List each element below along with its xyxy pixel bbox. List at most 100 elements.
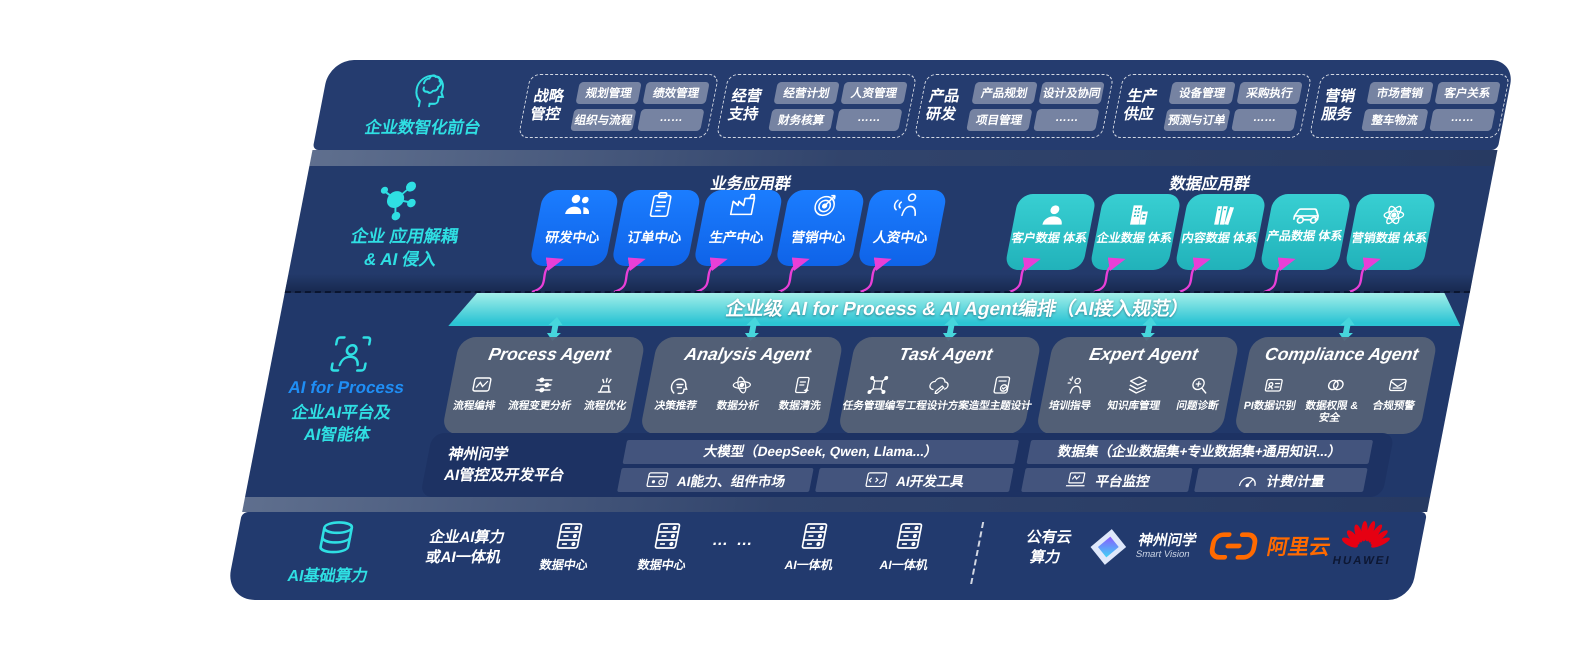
group-title: 经营支持 xyxy=(726,88,764,123)
platform-name-line2: AI管控及开发平台 xyxy=(442,467,566,484)
database-icon xyxy=(308,518,363,562)
analysis-agent-box: Analysis Agent 决策推荐 数据分析 数据清洗 xyxy=(639,337,845,434)
agent-item-label: 流程编排 xyxy=(452,400,497,412)
ai-for-process-label: AI for Process xyxy=(286,378,406,397)
cell-label: AI能力、组件市场 xyxy=(675,474,787,489)
capability-pill: 规划管理 xyxy=(575,81,643,104)
platform-name-line1: 神州问学 xyxy=(446,446,510,463)
capability-pill: …… xyxy=(637,108,705,131)
data-box-customer: 客户数据 体系 xyxy=(1004,194,1097,270)
data-box-label: 营销数据 体系 xyxy=(1350,231,1429,245)
infra-node-label: AI一体机 xyxy=(783,558,835,572)
agent-item-label: 知识库管理 xyxy=(1106,400,1162,412)
agent-item-label: 数据分析 xyxy=(715,400,760,412)
target-icon xyxy=(814,194,836,217)
app-box-label: 生产中心 xyxy=(708,230,765,245)
talent-flow-icon xyxy=(893,193,917,217)
infra-node-ai-appliance-2: AI一体机 xyxy=(870,520,944,573)
server-icon xyxy=(556,523,583,549)
knowledge-layers-icon xyxy=(1128,376,1148,394)
agent-title: Compliance Agent xyxy=(1263,344,1421,364)
cell-ai-marketplace: AI能力、组件市场 xyxy=(617,468,814,492)
app-box-label: 订单中心 xyxy=(626,230,683,245)
app-box-hr-center: 人资中心 xyxy=(856,190,948,266)
infra-node-label: AI一体机 xyxy=(878,558,930,572)
agent-item-label: 决策推荐 xyxy=(653,400,698,412)
theme-design-icon xyxy=(993,376,1011,394)
app-layer-label-line1: 企业 应用解耦 xyxy=(349,227,460,246)
ai-platform-label-line1: 企业AI平台及 xyxy=(290,404,393,422)
app-box-order-center: 订单中心 xyxy=(610,190,702,266)
data-box-label: 产品数据 体系 xyxy=(1265,229,1344,243)
agent-item-label: PI数据识别 xyxy=(1242,400,1297,412)
infra-node-label: 数据中心 xyxy=(538,558,590,572)
task-grid-icon xyxy=(867,376,888,394)
group-production: 生产供应 设备管理 采购执行 预测与订单 …… xyxy=(1111,74,1313,138)
cloud-design-icon xyxy=(929,377,949,394)
diagnosis-icon xyxy=(1192,377,1207,394)
change-analysis-icon xyxy=(535,377,553,393)
molecule-icon xyxy=(372,178,427,224)
vendor-huawei: HUAWEI xyxy=(1331,520,1398,567)
group-marketing: 营销服务 市场营销 客户关系 整车物流 …… xyxy=(1309,74,1511,138)
person-focus-icon xyxy=(325,332,378,376)
vendor-subname: Smart Vision xyxy=(1134,549,1191,561)
group-strategy: 战略管控 规划管理 绩效管理 组织与流程 …… xyxy=(517,74,720,138)
cell-ai-devtools: AI开发工具 xyxy=(815,468,1014,492)
cell-metering: 计费/计量 xyxy=(1194,468,1368,492)
group-title: 生产供应 xyxy=(1122,88,1159,123)
shelf-edge-2 xyxy=(242,497,1431,512)
integration-dashed-line xyxy=(284,291,1471,293)
platform-name: 神州问学 AI管控及开发平台 xyxy=(442,444,570,486)
agent-item-label: 数据权限 & 安全 xyxy=(1304,400,1360,425)
app-box-label: 营销中心 xyxy=(790,230,847,245)
capability-pill: 产品规划 xyxy=(971,81,1038,104)
analysis-atom-icon xyxy=(732,376,751,394)
app-box-rd-center: 研发中心 xyxy=(528,190,620,266)
platform-container: 神州问学 AI管控及开发平台 大模型（DeepSeek, Qwen, Llama… xyxy=(420,433,1395,497)
decision-icon xyxy=(670,378,688,395)
app-box-production-center: 生产中心 xyxy=(692,190,784,266)
agent-title: Process Agent xyxy=(486,344,613,364)
vendor-name: 阿里云 xyxy=(1265,536,1333,559)
model-bar: 大模型（DeepSeek, Qwen, Llama...） xyxy=(622,440,1020,464)
public-cloud-line1: 公有云 xyxy=(1025,529,1074,546)
infra-node-datacenter-1: 数据中心 xyxy=(530,520,604,573)
ai-platform-label-line2: AI智能体 xyxy=(302,426,372,445)
capability-pill: 市场营销 xyxy=(1366,81,1434,104)
smartvision-logo xyxy=(1090,529,1127,565)
capability-pill: 财务核算 xyxy=(768,108,835,131)
infra-node-datacenter-2: 数据中心 xyxy=(628,520,702,573)
building-icon xyxy=(1130,205,1148,225)
agent-item-label: 编写工程设计方案 xyxy=(883,400,970,412)
agent-item-label: 合规预警 xyxy=(1371,400,1416,412)
clean-doc-icon xyxy=(794,376,810,394)
vendor-name: HUAWEI xyxy=(1331,555,1392,567)
capability-pill: …… xyxy=(1428,108,1496,131)
capability-pill: …… xyxy=(835,108,903,131)
server-icon xyxy=(654,523,681,549)
capability-pill: 经营计划 xyxy=(773,81,841,104)
capability-pill: …… xyxy=(1033,108,1100,131)
capability-pill: 设计及协同 xyxy=(1038,81,1106,104)
optimize-icon xyxy=(597,377,612,393)
public-cloud-line2: 算力 xyxy=(1028,549,1062,567)
magenta-flow-arrows xyxy=(531,257,1381,292)
data-box-enterprise: 企业数据 体系 xyxy=(1089,194,1182,270)
clipboard-icon xyxy=(649,192,672,218)
front-office-label: 企业数智化前台 xyxy=(363,119,483,137)
front-office-groups: 战略管控 规划管理 绩效管理 组织与流程 …… 经营支持 经营计划 人资管理 财… xyxy=(517,74,1511,138)
agent-item-label: 流程变更分析 xyxy=(507,400,573,412)
workflow-icon xyxy=(472,377,492,392)
agent-item-label: 任务管理 xyxy=(841,400,886,412)
customer-icon xyxy=(1042,205,1062,225)
agent-item-label: 问题诊断 xyxy=(1175,400,1220,412)
alert-mail-icon xyxy=(1388,378,1407,392)
data-box-label: 客户数据 体系 xyxy=(1010,231,1089,245)
double-arrow-icon xyxy=(546,317,563,341)
double-arrow-icon xyxy=(744,317,761,341)
enterprise-compute-line2: 或AI一体机 xyxy=(424,549,503,567)
enterprise-compute-label: 企业AI算力 或AI一体机 xyxy=(391,528,539,569)
data-box-content: 内容数据 体系 xyxy=(1174,194,1267,270)
data-box-marketing: 营销数据 体系 xyxy=(1344,194,1437,270)
